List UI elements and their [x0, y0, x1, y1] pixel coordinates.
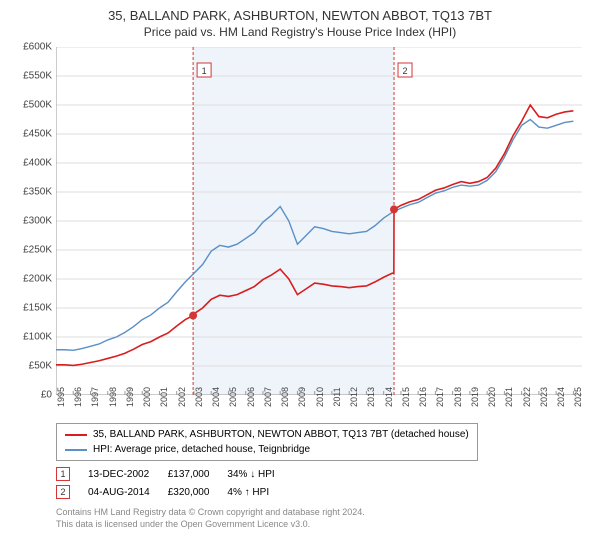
y-tick-label: £200K	[23, 274, 52, 285]
attribution-line2: This data is licensed under the Open Gov…	[56, 519, 588, 531]
sale-marker-badge: 2	[56, 485, 70, 499]
legend-swatch	[65, 449, 87, 451]
svg-text:1: 1	[202, 66, 207, 76]
y-tick-label: £300K	[23, 216, 52, 227]
sale-price: £137,000	[168, 465, 228, 483]
legend-swatch	[65, 434, 87, 436]
y-tick-label: £350K	[23, 187, 52, 198]
attribution: Contains HM Land Registry data © Crown c…	[56, 507, 588, 530]
sales-table: 1 13-DEC-2002£137,00034% ↓ HPI 2 04-AUG-201…	[56, 465, 293, 501]
legend-label: 35, BALLAND PARK, ASHBURTON, NEWTON ABBO…	[93, 427, 469, 442]
sale-marker-badge: 1	[56, 467, 70, 481]
y-tick-label: £50K	[29, 361, 52, 372]
x-tick-label: 2025	[573, 387, 593, 407]
sale-delta: 4% ↑ HPI	[227, 483, 292, 501]
y-tick-label: £0	[41, 390, 52, 401]
sale-delta: 34% ↓ HPI	[227, 465, 292, 483]
sale-date: 13-DEC-2002	[88, 465, 168, 483]
svg-text:2: 2	[403, 66, 408, 76]
chart-container: 35, BALLAND PARK, ASHBURTON, NEWTON ABBO…	[0, 0, 600, 560]
sale-row: 1 13-DEC-2002£137,00034% ↓ HPI	[56, 465, 293, 483]
x-axis: 1995199619971998199920002001200220032004…	[56, 395, 582, 417]
attribution-line1: Contains HM Land Registry data © Crown c…	[56, 507, 588, 519]
y-tick-label: £600K	[23, 42, 52, 53]
legend-row: HPI: Average price, detached house, Teig…	[65, 442, 469, 457]
y-tick-label: £400K	[23, 158, 52, 169]
y-tick-label: £100K	[23, 332, 52, 343]
chart-title: 35, BALLAND PARK, ASHBURTON, NEWTON ABBO…	[12, 8, 588, 23]
y-axis: £0£50K£100K£150K£200K£250K£300K£350K£400…	[12, 47, 56, 395]
y-tick-label: £550K	[23, 71, 52, 82]
legend-row: 35, BALLAND PARK, ASHBURTON, NEWTON ABBO…	[65, 427, 469, 442]
chart-subtitle: Price paid vs. HM Land Registry's House …	[12, 25, 588, 39]
y-tick-label: £150K	[23, 303, 52, 314]
plot-region: 12	[56, 47, 582, 395]
y-tick-label: £250K	[23, 245, 52, 256]
sale-date: 04-AUG-2014	[88, 483, 168, 501]
y-tick-label: £450K	[23, 129, 52, 140]
legend: 35, BALLAND PARK, ASHBURTON, NEWTON ABBO…	[56, 423, 478, 461]
y-tick-label: £500K	[23, 100, 52, 111]
legend-label: HPI: Average price, detached house, Teig…	[93, 442, 310, 457]
sale-price: £320,000	[168, 483, 228, 501]
sale-row: 2 04-AUG-2014£320,0004% ↑ HPI	[56, 483, 293, 501]
plot-svg: 12	[56, 47, 582, 395]
chart-area: £0 £50K £100K £150K £200K £250K £300K £350K £400…	[12, 47, 588, 417]
